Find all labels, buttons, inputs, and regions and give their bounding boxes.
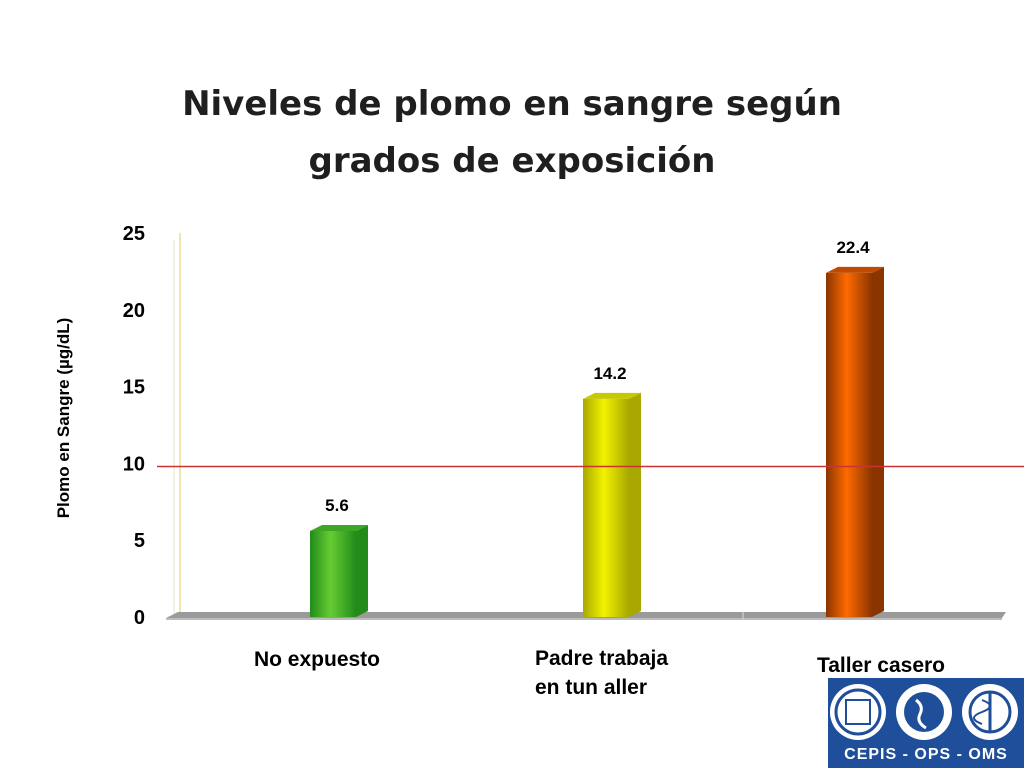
y-tick-label: 20 (123, 300, 145, 322)
data-label: 5.6 (325, 496, 349, 515)
category-label: Padre trabaja (535, 647, 668, 670)
chart-title: Niveles de plomo en sangre según grados d… (182, 84, 842, 181)
bar-top (826, 266, 884, 273)
category-label: No expuesto (254, 648, 380, 671)
bar (310, 524, 368, 617)
bar (583, 392, 641, 617)
cepis-ops-oms-logo: CEPIS - OPS - OMS (828, 678, 1024, 768)
chart-title-line: Niveles de plomo en sangre según (182, 84, 842, 124)
bar-top (583, 392, 641, 399)
bar (826, 266, 884, 617)
category-label: Taller casero (817, 654, 945, 677)
bar-top (310, 524, 368, 531)
bar-front (583, 398, 629, 617)
cepis-emblem-icon (830, 684, 886, 740)
category-label: en tun aller (535, 676, 647, 699)
logo-caption: CEPIS - OPS - OMS (844, 746, 1008, 763)
data-label: 14.2 (593, 364, 626, 383)
oms-who-emblem-icon (962, 684, 1018, 740)
y-tick-label: 5 (134, 530, 145, 552)
bar-side (356, 524, 368, 617)
y-tick-label: 15 (123, 377, 145, 399)
y-tick-label: 0 (134, 607, 145, 629)
y-tick-label: 10 (123, 453, 145, 475)
category-labels: No expuesto Padre trabaja en tun aller Tall… (254, 647, 945, 699)
y-tick-label: 25 (123, 223, 145, 245)
data-labels: 5.6 14.2 22.4 (325, 238, 870, 515)
chart-title-line: grados de exposición (308, 141, 715, 181)
y-axis-ticks: 0 5 10 15 20 25 (123, 223, 145, 629)
y-axis-label: Plomo en Sangre (µg/dL) (54, 318, 73, 519)
bars (310, 266, 884, 617)
data-label: 22.4 (836, 238, 870, 257)
ops-globe-emblem-icon (896, 684, 952, 740)
bar-front (310, 530, 356, 617)
bar-side (872, 266, 884, 617)
bar-side (629, 392, 641, 617)
bar-front (826, 272, 872, 617)
